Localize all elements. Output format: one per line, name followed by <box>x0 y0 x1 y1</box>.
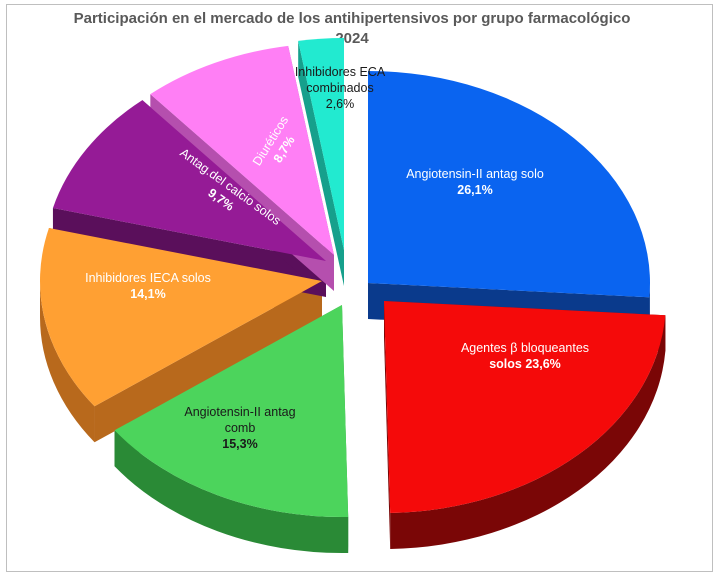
pie-slice-edge <box>114 430 349 553</box>
slice-name-label: Angiotensin-II antag <box>184 405 295 419</box>
pie-slice-wall <box>384 301 391 549</box>
slice-label: Angiotensin-II antag comb 15,3% <box>184 405 295 451</box>
slice-label: Agentes β bloqueantes solos 23,6% <box>461 341 589 371</box>
slice-name-label: Inhibidores IECA solos <box>85 271 211 285</box>
pie-slice <box>150 45 334 255</box>
pie-slice-edge <box>39 281 95 443</box>
slice-value-label: 14,1% <box>130 287 165 301</box>
pie-slice-wall <box>94 281 322 443</box>
slice-value-label: solos 23,6% <box>489 357 561 371</box>
slice-name-label: Angiotensin-II antag solo <box>406 167 544 181</box>
slice-label: Inhibidores ECA combinados 2,6% <box>295 65 386 111</box>
slice-name-label: Agentes β bloqueantes <box>461 341 589 355</box>
pie-slice-wall <box>298 40 344 286</box>
slice-label: Inhibidores IECA solos 14,1% <box>85 271 211 301</box>
pie-slice <box>114 305 349 518</box>
slice-label: Angiotensin-II antag solo 26,1% <box>406 167 544 197</box>
chart-title: Participación en el mercado de los antih… <box>73 10 631 27</box>
slice-value-label: 15,3% <box>222 437 257 451</box>
pie-slice <box>39 228 322 407</box>
slice-name-label: Inhibidores ECA <box>295 65 386 79</box>
slice-name-label: combinados <box>306 81 373 95</box>
pie-slice-side <box>298 40 344 286</box>
slice-value-label: 2,6% <box>326 97 355 111</box>
slice-value-label: 26,1% <box>457 183 492 197</box>
pie-slice-edge <box>390 315 666 549</box>
slice-name-label: comb <box>225 421 256 435</box>
pie-slice <box>368 71 651 298</box>
pie-slice <box>52 100 326 261</box>
pie-slice <box>384 301 666 513</box>
pie-slice <box>298 38 344 250</box>
